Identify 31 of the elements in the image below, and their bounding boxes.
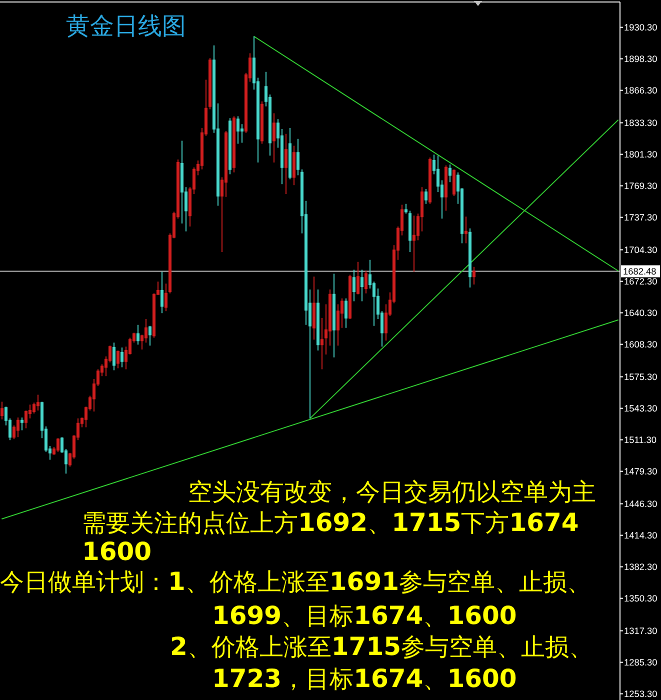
y-tick-label: 1898.30 bbox=[624, 54, 658, 64]
y-tick-label: 1801.30 bbox=[624, 150, 658, 160]
annotation: 1723，目标1674、1600 bbox=[212, 664, 517, 693]
y-tick-label: 1575.30 bbox=[624, 372, 658, 382]
y-tick-label: 1479.30 bbox=[624, 466, 658, 477]
y-tick-label: 1640.30 bbox=[624, 308, 658, 318]
annotation: 1699、目标1674、1600 bbox=[212, 601, 517, 630]
annotation: 今日做单计划：1、价格上涨至1691参与空单、止损、 bbox=[0, 567, 591, 596]
annotation: 需要关注的点位上方1692、1715下方1674 bbox=[82, 508, 579, 537]
y-tick-label: 1769.30 bbox=[624, 181, 658, 192]
y-tick-label: 1737.30 bbox=[624, 212, 658, 223]
ref-line-label: 1682.48 bbox=[623, 266, 656, 276]
y-tick-label: 1350.30 bbox=[624, 594, 658, 604]
text: 黄金日线图 bbox=[66, 13, 186, 40]
annotation: 空头没有改变，今日交易仍以空单为主 bbox=[188, 479, 596, 506]
annotation: 2、价格上涨至1715参与空单、止损、 bbox=[170, 632, 593, 661]
y-tick-label: 1414.30 bbox=[624, 530, 658, 541]
y-tick-label: 1930.30 bbox=[624, 22, 658, 33]
y-tick-label: 1833.30 bbox=[624, 118, 658, 128]
y-tick-label: 1608.30 bbox=[624, 340, 658, 350]
y-tick-label: 1543.30 bbox=[624, 404, 658, 414]
y-tick-label: 1704.30 bbox=[624, 245, 658, 256]
y-tick-label: 1866.30 bbox=[624, 86, 658, 96]
y-tick-label: 1672.30 bbox=[624, 276, 658, 287]
y-tick-label: 1253.30 bbox=[624, 689, 658, 700]
y-tick-label: 1446.30 bbox=[624, 499, 658, 510]
y-tick-label: 1382.30 bbox=[624, 562, 658, 572]
annotation: 1600 bbox=[82, 537, 152, 566]
y-tick-label: 1317.30 bbox=[624, 626, 658, 636]
y-tick-label: 1285.30 bbox=[624, 658, 658, 668]
y-tick-label: 1511.30 bbox=[624, 435, 657, 446]
